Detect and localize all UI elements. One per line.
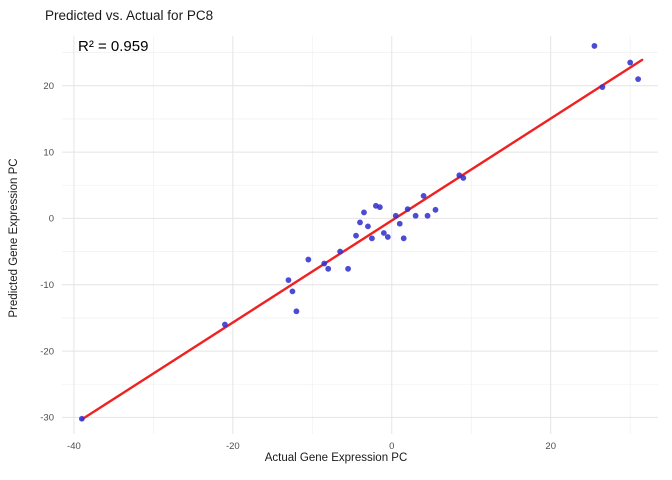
data-point	[412, 212, 419, 219]
data-point	[599, 84, 606, 90]
r-squared-annotation: R² = 0.959	[78, 38, 149, 55]
data-point	[392, 212, 399, 219]
data-point	[353, 232, 359, 239]
data-point	[325, 265, 332, 272]
data-point	[376, 204, 383, 211]
data-point	[460, 175, 467, 181]
regression-line	[80, 58, 644, 421]
data-point	[305, 256, 312, 263]
x-tick-label: -20	[226, 441, 240, 452]
chart-title: Predicted vs. Actual for PC8	[45, 8, 214, 23]
y-tick-label: 20	[43, 81, 54, 92]
data-point	[635, 76, 642, 83]
data-point	[404, 206, 411, 213]
data-point	[369, 235, 375, 242]
data-point	[78, 415, 85, 422]
data-point	[380, 230, 387, 236]
data-point	[627, 59, 634, 66]
y-tick-label: -10	[40, 280, 54, 291]
data-point	[591, 43, 598, 49]
data-point	[285, 277, 292, 284]
data-point	[432, 206, 439, 213]
data-point	[361, 209, 367, 216]
y-axis-label: Predicted Gene Expression PC	[8, 158, 20, 318]
data-point	[222, 321, 228, 328]
data-point	[365, 223, 371, 230]
data-point	[384, 234, 391, 240]
data-point	[337, 248, 344, 255]
data-point	[357, 219, 363, 226]
data-point	[289, 288, 296, 295]
y-tick-label: 0	[49, 214, 54, 225]
data-point	[424, 212, 431, 219]
data-point	[293, 308, 300, 315]
data-point	[396, 220, 403, 227]
x-tick-label: 20	[545, 441, 556, 452]
y-tick-label: -20	[40, 346, 54, 357]
data-point	[400, 235, 407, 242]
y-tick-label: 10	[43, 147, 54, 158]
x-tick-label: 0	[389, 441, 394, 452]
data-point	[321, 260, 328, 267]
x-axis-label: Actual Gene Expression PC	[264, 452, 408, 464]
data-point	[345, 265, 351, 272]
x-tick-label: -40	[67, 441, 81, 452]
data-point	[420, 192, 427, 199]
y-tick-label: -30	[40, 413, 54, 424]
